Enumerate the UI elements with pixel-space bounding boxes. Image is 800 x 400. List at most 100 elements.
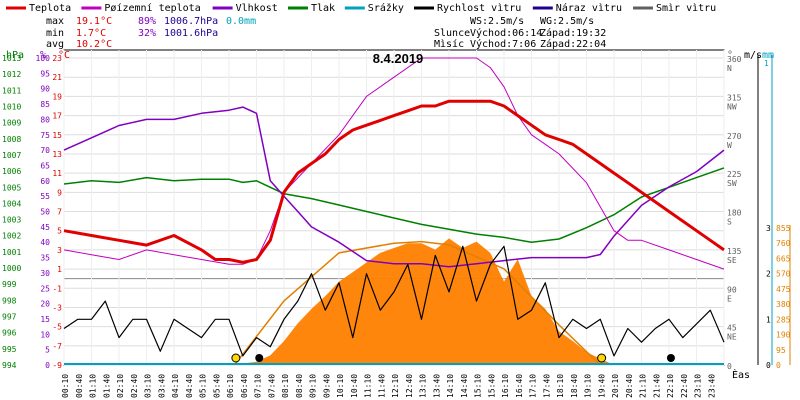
moonrise-marker (255, 354, 264, 362)
info-vychod-moon: Východ:7:06 (470, 38, 536, 50)
tick-label-radiation: 95 (776, 346, 786, 355)
tick-label-hpa: 1003 (2, 216, 21, 225)
sunshine-area (229, 238, 614, 366)
tick-label-pct: 35 (40, 254, 50, 263)
series-vlhkost (63, 106, 725, 268)
tick-label-time: 01:40 (102, 374, 111, 398)
tick-label-radiation: 760 (776, 239, 791, 248)
tick-label-dir: S (727, 218, 732, 227)
tick-label-pct: 25 (40, 284, 50, 293)
stat-max-label: max (46, 16, 64, 27)
tick-label-hpa: 994 (2, 361, 17, 370)
tick-label-hpa: 1011 (2, 86, 21, 95)
tick-label-pct: 65 (40, 161, 50, 170)
tick-label-ms: 2 (766, 270, 771, 279)
tick-label-deg: 270 (727, 132, 742, 141)
tick-label-time: 07:10 (254, 374, 263, 398)
info-wg: WG:2.5m/s (540, 16, 594, 27)
tick-label-deg: 45 (727, 324, 737, 333)
stat-min-label: min (46, 28, 64, 39)
series-rychlost (63, 245, 725, 357)
tick-label-time: 08:10 (281, 374, 290, 398)
tick-label-pct: 10 (40, 330, 50, 339)
tick-label-pct: 80 (40, 115, 50, 124)
tick-label-time: 05:40 (212, 374, 221, 398)
tick-label-time: 16:40 (515, 374, 524, 398)
series-lines (63, 57, 725, 365)
tick-label-hpa: 1005 (2, 183, 21, 192)
tick-label-time: 01:10 (89, 374, 98, 398)
tick-label-hpa: 1000 (2, 264, 21, 273)
stat-max-press: 1006.7hPa (164, 16, 218, 27)
tick-label-dir: SE (727, 256, 737, 265)
tick-label-time: 17:40 (542, 374, 551, 398)
tick-label-pct: 95 (40, 69, 50, 78)
tick-label-deg: 225 (727, 170, 742, 179)
legend-label-tlak: Tlak (311, 3, 335, 14)
stat-max-rain: 0.0mm (226, 16, 256, 27)
tick-label-time: 21:10 (639, 374, 648, 398)
tick-label-dir: W (727, 141, 732, 150)
tick-label-radiation: 380 (776, 300, 791, 309)
tick-label-dir: E (727, 294, 732, 303)
tick-label-radiation: 190 (776, 331, 791, 340)
tick-label-time: 17:10 (529, 374, 538, 398)
info-zapad-sun: Západ:19:32 (540, 27, 606, 39)
tick-label-pct: 60 (40, 177, 50, 186)
tick-label-time: 11:10 (364, 374, 373, 398)
stat-avg-temp: 10.2°C (76, 39, 112, 50)
tick-label-time: 03:40 (157, 374, 166, 398)
tick-label-temp: 1 (57, 265, 62, 274)
tick-label-time: 08:40 (295, 374, 304, 398)
tick-label-pct: 40 (40, 238, 50, 247)
tick-label-radiation: 475 (776, 285, 791, 294)
stat-min-temp: 1.7°C (76, 28, 106, 39)
tick-label-pct: 5 (45, 346, 50, 355)
tick-label-time: 00:40 (75, 374, 84, 398)
sunrise-marker (231, 353, 241, 363)
tick-label-hpa: 1002 (2, 232, 21, 241)
tick-label-radiation: 0 (776, 361, 781, 370)
tick-label-hpa: 995 (2, 345, 17, 354)
tick-label-time: 15:40 (487, 374, 496, 398)
tick-label-pct: 45 (40, 223, 50, 232)
tick-label-pct: 30 (40, 269, 50, 278)
tick-label-time: 06:10 (226, 374, 235, 398)
tick-label-time: 19:40 (597, 374, 606, 398)
tick-label-time: 19:10 (584, 374, 593, 398)
stat-min-hum: 32% (138, 28, 156, 39)
info-ws: WS:2.5m/s (470, 16, 524, 27)
tick-label-radiation: 285 (776, 315, 791, 324)
chart-title: 8.4.2019 (373, 51, 424, 66)
tick-label-temp: 11 (52, 169, 62, 178)
tick-label-dir: NW (727, 102, 737, 111)
tick-label-deg: 0 (727, 362, 732, 371)
moonset-marker (666, 354, 675, 362)
tick-label-deg: 360 (727, 55, 742, 64)
axes: 1013101210111010100910081007100610051004… (2, 54, 791, 398)
tick-label-hpa: 1013 (2, 54, 21, 63)
tick-label-hpa: 1012 (2, 70, 21, 79)
axis-title-temp: °C (58, 50, 70, 61)
tick-label-mm: 1 (764, 59, 769, 68)
info-vychod-sun: Východ:06:14 (470, 27, 542, 39)
tick-label-temp: -5 (52, 323, 62, 332)
tick-label-deg: 90 (727, 285, 737, 294)
tick-label-time: 15:10 (474, 374, 483, 398)
info-slunce-label: Slunce (434, 28, 470, 39)
series-tlak (63, 167, 725, 243)
tick-label-pct: 20 (40, 300, 50, 309)
tick-label-hpa: 1010 (2, 102, 21, 111)
tick-label-hpa: 999 (2, 280, 17, 289)
tick-label-hpa: 1006 (2, 167, 21, 176)
tick-label-deg: 180 (727, 209, 742, 218)
tick-label-time: 22:10 (666, 374, 675, 398)
tick-label-time: 18:10 (556, 374, 565, 398)
sunshine-area-path (229, 238, 614, 365)
tick-label-hpa: 1004 (2, 199, 21, 208)
legend-label-pocitova: Pøízemní teplota (104, 2, 200, 14)
legend-label-vlhkost: Vlhkost (236, 3, 278, 14)
tick-label-temp: 21 (52, 73, 62, 82)
axis-title-pct: % (40, 50, 46, 61)
